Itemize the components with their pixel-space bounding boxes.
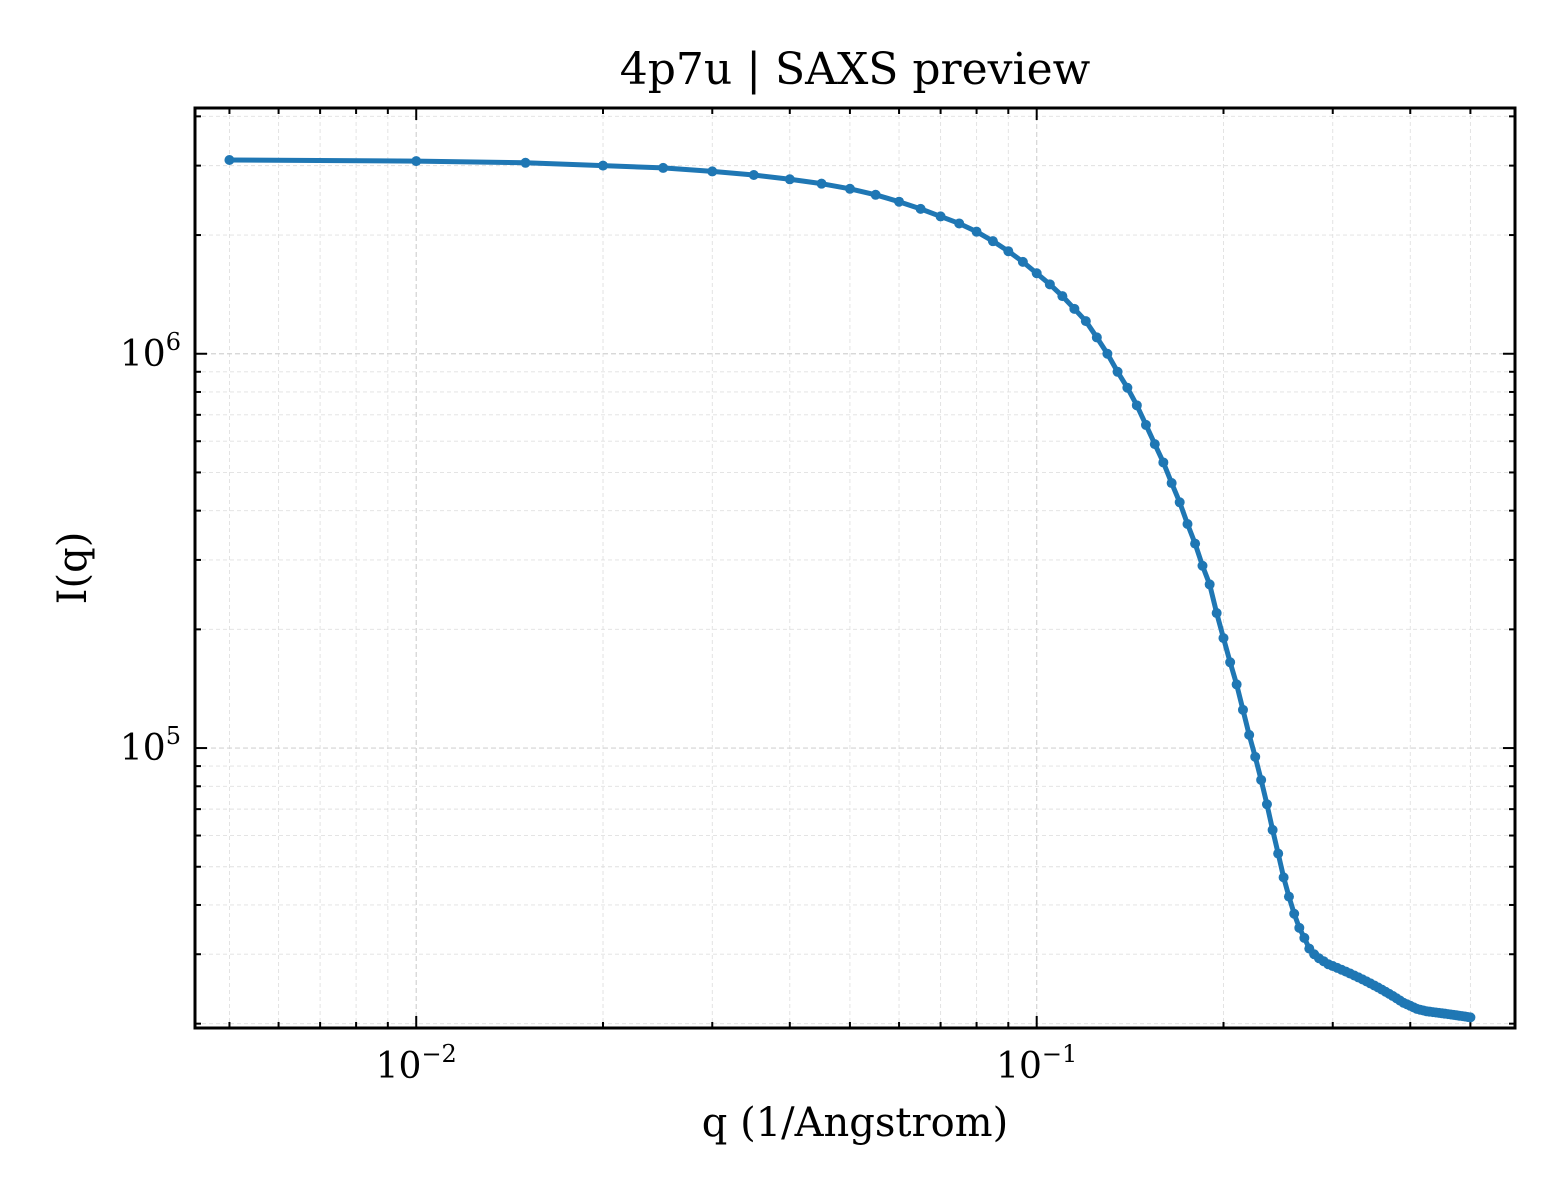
data-point: [411, 156, 422, 167]
y-tick-label: 105: [120, 722, 181, 769]
data-point: [1278, 872, 1289, 883]
data-point: [894, 196, 905, 207]
data-point: [658, 162, 669, 173]
data-point: [1256, 774, 1267, 785]
data-point: [1261, 799, 1272, 810]
data-point: [1166, 478, 1177, 489]
data-point: [1102, 348, 1113, 359]
data-point: [1250, 751, 1261, 762]
data-point: [1294, 922, 1305, 933]
data-point: [1299, 932, 1310, 943]
data-point: [707, 166, 718, 177]
data-point: [1122, 382, 1133, 393]
grid: [195, 108, 1515, 1028]
data-point: [935, 211, 946, 222]
data-point: [1465, 1012, 1476, 1023]
data-point: [748, 170, 759, 181]
data-point: [816, 178, 827, 189]
data-point: [1197, 560, 1208, 571]
plot-frame: [193, 106, 1517, 1030]
data-point: [1174, 497, 1185, 508]
data-point: [971, 226, 982, 237]
data-point: [224, 155, 235, 166]
data-point: [1190, 538, 1201, 549]
data-point: [1225, 657, 1236, 668]
data-point: [1267, 824, 1278, 835]
data-point: [1140, 419, 1151, 430]
data-point: [1289, 908, 1300, 919]
data-point: [1273, 848, 1284, 859]
data-point: [1182, 519, 1193, 530]
axis-ticks: [195, 108, 1515, 1028]
x-tick-label: 10−1: [996, 1040, 1077, 1087]
data-point: [1283, 891, 1294, 902]
data-point: [1204, 579, 1215, 590]
x-tick-label: 10−2: [376, 1040, 457, 1087]
data-point: [1112, 366, 1123, 377]
data-point: [598, 160, 609, 171]
y-axis-label: I(q): [50, 532, 96, 605]
x-axis-label: q (1/Angstrom): [702, 1100, 1008, 1146]
data-point: [915, 203, 926, 214]
tick-labels: 10−2 10−1 105 106: [120, 328, 1077, 1087]
data-point: [954, 218, 965, 229]
data-point: [1069, 303, 1080, 314]
data-point: [870, 189, 881, 200]
data-point: [987, 236, 998, 247]
data-point: [1158, 457, 1169, 468]
data-point: [1080, 316, 1091, 327]
data-point: [1231, 679, 1242, 690]
data-point: [1091, 332, 1102, 343]
data-point: [1003, 246, 1014, 257]
data-point: [844, 183, 855, 194]
data-point: [1057, 291, 1068, 302]
data-point: [1031, 268, 1042, 279]
data-point: [1149, 439, 1160, 450]
y-tick-label: 106: [120, 328, 181, 375]
data-point: [1044, 279, 1055, 290]
data-point: [1017, 256, 1028, 267]
series-markers: [224, 155, 1476, 1023]
data-point: [1131, 400, 1142, 411]
chart-title: 4p7u | SAXS preview: [620, 44, 1091, 95]
data-point: [1211, 608, 1222, 619]
data-point: [1237, 704, 1248, 715]
data-point: [784, 174, 795, 185]
data-point: [520, 157, 531, 168]
data-point: [1244, 729, 1255, 740]
data-point: [1218, 633, 1229, 644]
